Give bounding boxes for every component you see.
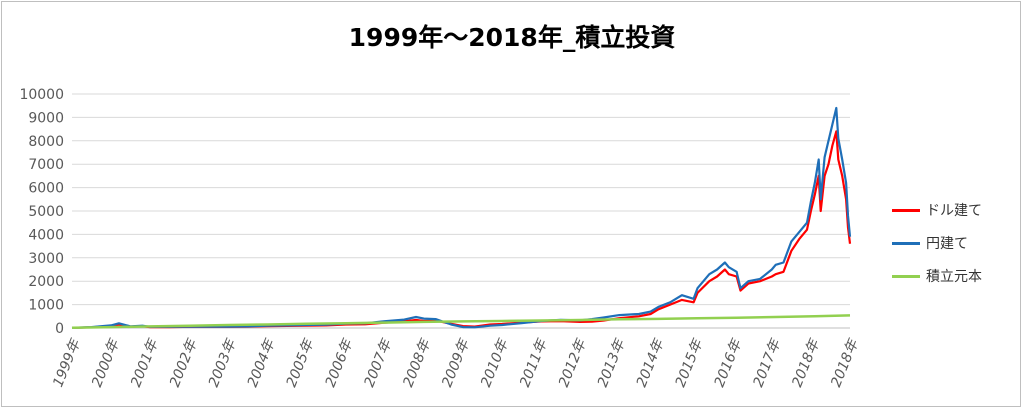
x-tick-label: 2006年 bbox=[323, 336, 357, 390]
x-tick-label: 2012年 bbox=[556, 336, 590, 390]
legend-swatch-yen bbox=[892, 241, 920, 245]
legend-label-dollar: ドル建て bbox=[926, 203, 982, 219]
x-tick-label: 2002年 bbox=[167, 336, 201, 390]
y-tick-label: 8000 bbox=[28, 134, 64, 150]
x-tick-label: 2011年 bbox=[517, 336, 551, 390]
legend-item-dollar: ドル建て bbox=[892, 200, 982, 220]
x-tick-label: 2000年 bbox=[89, 336, 123, 390]
x-tick-label: 2005年 bbox=[284, 336, 318, 390]
series-line-principal bbox=[71, 314, 851, 330]
x-tick-label: 2017年 bbox=[750, 336, 784, 390]
y-tick-label: 2000 bbox=[28, 274, 64, 290]
legend-swatch-principal bbox=[892, 274, 920, 278]
legend-item-principal: 積立元本 bbox=[892, 266, 982, 286]
y-tick-label: 4000 bbox=[28, 227, 64, 243]
series-lines bbox=[71, 106, 852, 330]
x-tick-label: 2008年 bbox=[400, 336, 434, 390]
x-tick-label: 2016年 bbox=[712, 336, 746, 390]
x-tick-label: 2013年 bbox=[595, 336, 629, 390]
x-axis-ticks: 1999年 2000年 2001年 2002年 2003年 2004年 2005年 2006年… bbox=[50, 336, 862, 390]
x-tick-label: 2003年 bbox=[206, 336, 240, 390]
legend-label-principal: 積立元本 bbox=[926, 269, 982, 285]
series-line-dollar bbox=[71, 130, 852, 329]
x-tick-label: 2018年 bbox=[789, 336, 823, 390]
legend-swatch-dollar bbox=[892, 208, 920, 212]
y-tick-label: 1000 bbox=[28, 298, 64, 314]
y-tick-label: 9000 bbox=[28, 110, 64, 126]
chart-title: 1999年～2018年_積立投資 bbox=[348, 23, 676, 52]
series-line-yen bbox=[71, 106, 852, 329]
y-tick-label: 7000 bbox=[28, 157, 64, 173]
y-axis-ticks: 0 1000 2000 3000 4000 5000 6000 7000 8000 9000 100… bbox=[19, 87, 64, 337]
y-tick-label: 3000 bbox=[28, 251, 64, 267]
x-tick-label: 2015年 bbox=[673, 336, 707, 390]
y-tick-label: 0 bbox=[55, 321, 64, 337]
x-tick-label: 2001年 bbox=[128, 336, 162, 390]
y-tick-label: 6000 bbox=[28, 181, 64, 197]
y-tick-label: 10000 bbox=[19, 87, 64, 103]
y-tick-label: 5000 bbox=[28, 204, 64, 220]
x-tick-label: 2004年 bbox=[245, 336, 279, 390]
x-tick-label: 2014年 bbox=[634, 336, 668, 390]
legend-item-yen: 円建て bbox=[892, 233, 968, 253]
x-tick-label: 2018年 bbox=[828, 336, 862, 390]
x-tick-label: 1999年 bbox=[50, 336, 84, 390]
x-tick-label: 2010年 bbox=[478, 336, 512, 390]
legend-label-yen: 円建て bbox=[926, 236, 968, 252]
x-tick-label: 2009年 bbox=[439, 336, 473, 390]
gridlines bbox=[72, 93, 850, 329]
x-tick-label: 2007年 bbox=[361, 336, 395, 390]
